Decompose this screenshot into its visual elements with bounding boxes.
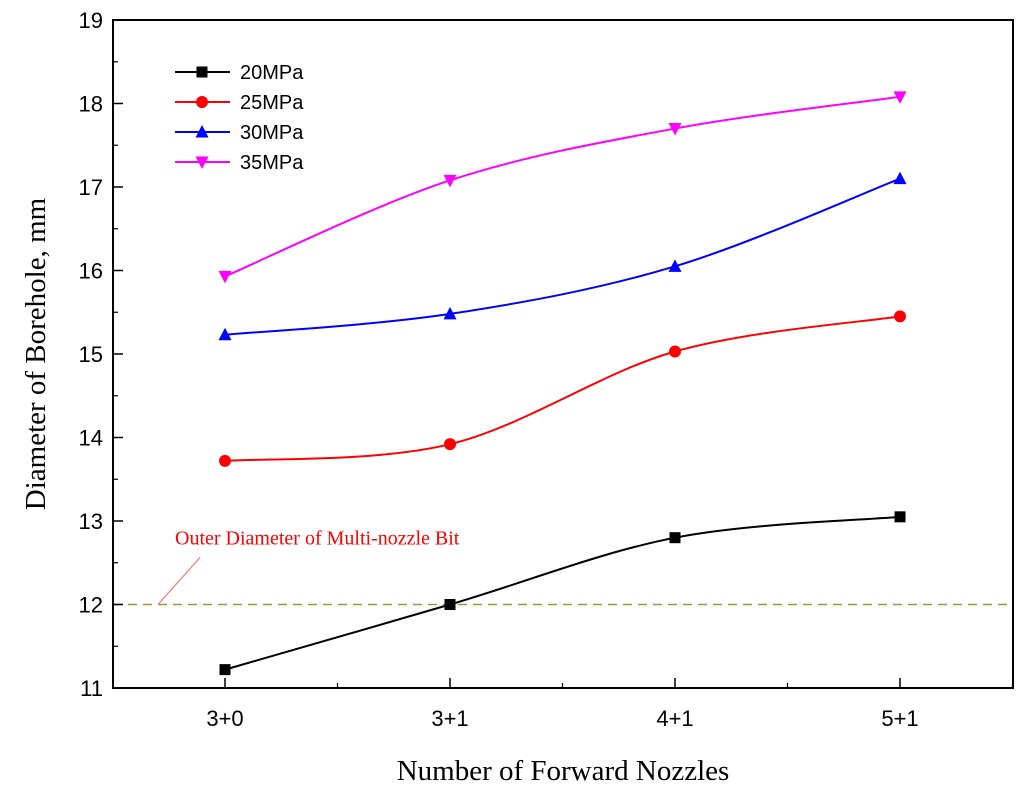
series-30mpa [218, 171, 907, 341]
data-point-25mpa [669, 345, 681, 358]
series-layer [218, 91, 907, 676]
legend-item-35mpa: 35MPa [175, 152, 304, 174]
data-point-25mpa [894, 310, 906, 323]
reference-line-label: Outer Diameter of Multi-nozzle Bit [175, 528, 460, 550]
legend-label: 20MPa [240, 62, 304, 84]
data-point-25mpa [444, 438, 456, 451]
x-tick-label: 3+0 [206, 706, 243, 731]
data-point-30mpa [668, 259, 682, 272]
y-tick-label: 16 [79, 259, 103, 284]
x-tick-label: 4+1 [656, 706, 693, 731]
series-line-30mpa [224, 177, 901, 336]
series-25mpa [219, 310, 906, 467]
x-tick-label: 5+1 [881, 706, 918, 731]
legend-label: 30MPa [240, 122, 304, 144]
y-tick-label: 11 [80, 676, 103, 701]
series-line-35mpa [224, 95, 901, 278]
data-point-35mpa [668, 123, 682, 136]
data-point-35mpa [218, 270, 232, 284]
plot-frame [112, 19, 1014, 689]
data-point-30mpa [443, 306, 457, 320]
reference-line-layer: Outer Diameter of Multi-nozzle Bit [113, 528, 1013, 606]
data-point-35mpa [443, 174, 457, 188]
x-axis-title: Number of Forward Nozzles [397, 755, 730, 787]
legend-marker [195, 156, 209, 169]
y-tick-label: 19 [79, 8, 103, 33]
data-point-30mpa [893, 171, 907, 185]
legend: 20MPa 25MPa 30MPa 35MPa [175, 62, 304, 174]
legend-marker [196, 96, 208, 108]
data-point-35mpa [893, 91, 907, 104]
legend-label: 35MPa [240, 152, 304, 174]
data-point-20mpa [219, 664, 231, 676]
series-line-25mpa [224, 315, 901, 462]
y-tick-label: 18 [79, 92, 103, 117]
legend-item-25mpa: 25MPa [175, 92, 304, 114]
series-20mpa [219, 511, 906, 676]
data-point-20mpa [669, 532, 681, 544]
legend-label: 25MPa [240, 92, 304, 114]
y-tick-label: 12 [79, 593, 103, 618]
y-tick-label: 17 [79, 175, 103, 200]
data-point-20mpa [894, 511, 906, 523]
axis-ticks [113, 61, 1014, 688]
data-point-25mpa [219, 454, 231, 467]
series-35mpa [218, 91, 907, 284]
x-tick-label: 3+1 [431, 706, 468, 731]
y-tick-label: 14 [79, 426, 103, 451]
axis-tick-labels: 11 12 13 14 15 16 17 18 19 3+0 3+1 4+1 5+1 [79, 8, 919, 731]
y-axis-title: Diameter of Borehole, mm [20, 197, 52, 510]
legend-item-30mpa: 30MPa [175, 122, 304, 144]
legend-marker [196, 66, 208, 78]
data-point-20mpa [444, 599, 456, 610]
y-tick-label: 13 [79, 509, 103, 534]
data-point-30mpa [218, 327, 232, 341]
annotation-leader-line [157, 557, 201, 605]
legend-item-20mpa: 20MPa [175, 62, 304, 84]
series-line-20mpa [224, 515, 901, 671]
y-tick-label: 15 [79, 342, 103, 367]
legend-marker [195, 125, 209, 138]
